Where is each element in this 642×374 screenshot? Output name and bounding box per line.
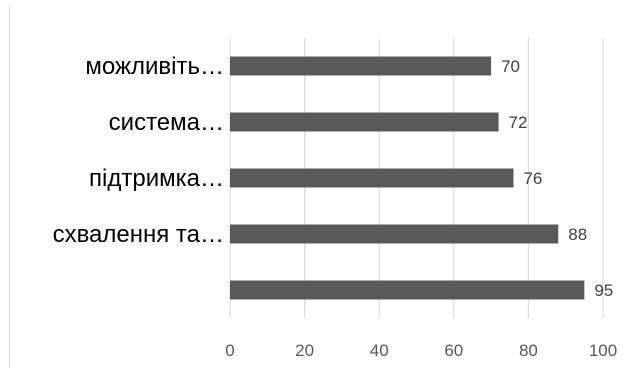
x-tick-label: 60 — [444, 341, 463, 360]
bar — [230, 112, 499, 132]
category-label: схвалення та… — [53, 221, 224, 248]
category-label: система… — [109, 109, 224, 136]
x-tick-label: 40 — [370, 341, 389, 360]
chart-border — [9, 6, 10, 368]
data-label: 95 — [594, 281, 613, 300]
category-label: можливіть… — [85, 53, 224, 80]
x-tick-label: 100 — [589, 341, 617, 360]
x-tick-label: 80 — [519, 341, 538, 360]
category-label: підтримка… — [89, 165, 224, 192]
bar — [230, 280, 585, 300]
data-label: 88 — [568, 225, 587, 244]
bar — [230, 224, 559, 244]
x-tick-label: 0 — [225, 341, 234, 360]
x-tick-label: 20 — [295, 341, 314, 360]
data-label: 72 — [509, 113, 528, 132]
bar — [230, 56, 492, 76]
data-label: 70 — [501, 57, 520, 76]
bar — [230, 168, 514, 188]
data-label: 76 — [523, 169, 542, 188]
